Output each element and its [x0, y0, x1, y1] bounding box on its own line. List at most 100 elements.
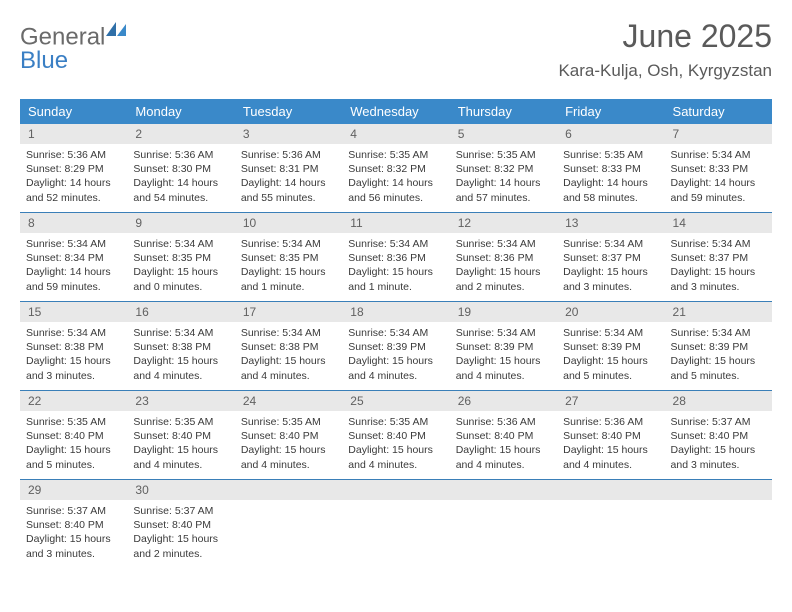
sunrise-line: Sunrise: 5:37 AM: [671, 415, 766, 429]
calendar-week: 29Sunrise: 5:37 AMSunset: 8:40 PMDayligh…: [20, 480, 772, 568]
day-number: 20: [557, 302, 664, 322]
calendar-day: 27Sunrise: 5:36 AMSunset: 8:40 PMDayligh…: [557, 391, 664, 479]
weekday-header: Monday: [127, 99, 234, 124]
daylight-line: Daylight: 15 hours and 4 minutes.: [456, 354, 551, 382]
sunset-line: Sunset: 8:31 PM: [241, 162, 336, 176]
day-number: 14: [665, 213, 772, 233]
sunset-line: Sunset: 8:40 PM: [671, 429, 766, 443]
daylight-line: Daylight: 15 hours and 5 minutes.: [671, 354, 766, 382]
sunrise-line: Sunrise: 5:37 AM: [26, 504, 121, 518]
day-body-empty: [342, 500, 449, 560]
calendar-day: 30Sunrise: 5:37 AMSunset: 8:40 PMDayligh…: [127, 480, 234, 568]
sunrise-line: Sunrise: 5:34 AM: [26, 326, 121, 340]
day-body: Sunrise: 5:34 AMSunset: 8:36 PMDaylight:…: [342, 233, 449, 300]
daylight-line: Daylight: 14 hours and 59 minutes.: [26, 265, 121, 293]
daylight-line: Daylight: 14 hours and 57 minutes.: [456, 176, 551, 204]
day-number: 11: [342, 213, 449, 233]
day-number: 4: [342, 124, 449, 144]
sunset-line: Sunset: 8:32 PM: [456, 162, 551, 176]
calendar-day: 21Sunrise: 5:34 AMSunset: 8:39 PMDayligh…: [665, 302, 772, 390]
day-body: Sunrise: 5:34 AMSunset: 8:34 PMDaylight:…: [20, 233, 127, 300]
day-number: 18: [342, 302, 449, 322]
daylight-line: Daylight: 15 hours and 3 minutes.: [671, 443, 766, 471]
day-body: Sunrise: 5:35 AMSunset: 8:40 PMDaylight:…: [342, 411, 449, 478]
day-body: Sunrise: 5:36 AMSunset: 8:31 PMDaylight:…: [235, 144, 342, 211]
sunset-line: Sunset: 8:36 PM: [348, 251, 443, 265]
day-body: Sunrise: 5:37 AMSunset: 8:40 PMDaylight:…: [665, 411, 772, 478]
sunrise-line: Sunrise: 5:35 AM: [133, 415, 228, 429]
sunrise-line: Sunrise: 5:35 AM: [241, 415, 336, 429]
calendar-day: 9Sunrise: 5:34 AMSunset: 8:35 PMDaylight…: [127, 213, 234, 301]
weekday-header: Saturday: [665, 99, 772, 124]
calendar-day: 16Sunrise: 5:34 AMSunset: 8:38 PMDayligh…: [127, 302, 234, 390]
day-number: 3: [235, 124, 342, 144]
sunrise-line: Sunrise: 5:34 AM: [563, 237, 658, 251]
day-body: Sunrise: 5:34 AMSunset: 8:39 PMDaylight:…: [450, 322, 557, 389]
sunset-line: Sunset: 8:29 PM: [26, 162, 121, 176]
daylight-line: Daylight: 15 hours and 4 minutes.: [241, 354, 336, 382]
sunrise-line: Sunrise: 5:34 AM: [348, 237, 443, 251]
day-number: 12: [450, 213, 557, 233]
calendar-day: 2Sunrise: 5:36 AMSunset: 8:30 PMDaylight…: [127, 124, 234, 212]
day-body: Sunrise: 5:34 AMSunset: 8:38 PMDaylight:…: [20, 322, 127, 389]
daylight-line: Daylight: 15 hours and 3 minutes.: [26, 354, 121, 382]
calendar-day: 19Sunrise: 5:34 AMSunset: 8:39 PMDayligh…: [450, 302, 557, 390]
day-body: Sunrise: 5:34 AMSunset: 8:39 PMDaylight:…: [557, 322, 664, 389]
calendar-day: [450, 480, 557, 568]
sunset-line: Sunset: 8:40 PM: [456, 429, 551, 443]
calendar-day: 22Sunrise: 5:35 AMSunset: 8:40 PMDayligh…: [20, 391, 127, 479]
sunset-line: Sunset: 8:32 PM: [348, 162, 443, 176]
sunset-line: Sunset: 8:38 PM: [133, 340, 228, 354]
sunrise-line: Sunrise: 5:34 AM: [671, 237, 766, 251]
sunrise-line: Sunrise: 5:34 AM: [671, 148, 766, 162]
day-body: Sunrise: 5:35 AMSunset: 8:32 PMDaylight:…: [342, 144, 449, 211]
daylight-line: Daylight: 14 hours and 52 minutes.: [26, 176, 121, 204]
day-body: Sunrise: 5:34 AMSunset: 8:37 PMDaylight:…: [665, 233, 772, 300]
daylight-line: Daylight: 15 hours and 4 minutes.: [348, 443, 443, 471]
daylight-line: Daylight: 15 hours and 3 minutes.: [26, 532, 121, 560]
calendar-day: [557, 480, 664, 568]
sunset-line: Sunset: 8:33 PM: [563, 162, 658, 176]
daylight-line: Daylight: 15 hours and 3 minutes.: [671, 265, 766, 293]
daylight-line: Daylight: 15 hours and 4 minutes.: [563, 443, 658, 471]
day-number: 15: [20, 302, 127, 322]
calendar-day: 23Sunrise: 5:35 AMSunset: 8:40 PMDayligh…: [127, 391, 234, 479]
sunrise-line: Sunrise: 5:34 AM: [563, 326, 658, 340]
calendar-day: 25Sunrise: 5:35 AMSunset: 8:40 PMDayligh…: [342, 391, 449, 479]
day-body: Sunrise: 5:36 AMSunset: 8:30 PMDaylight:…: [127, 144, 234, 211]
day-body: Sunrise: 5:34 AMSunset: 8:39 PMDaylight:…: [665, 322, 772, 389]
calendar-day: 20Sunrise: 5:34 AMSunset: 8:39 PMDayligh…: [557, 302, 664, 390]
calendar-day: 3Sunrise: 5:36 AMSunset: 8:31 PMDaylight…: [235, 124, 342, 212]
daylight-line: Daylight: 15 hours and 4 minutes.: [133, 443, 228, 471]
calendar-day: 17Sunrise: 5:34 AMSunset: 8:38 PMDayligh…: [235, 302, 342, 390]
sunrise-line: Sunrise: 5:36 AM: [133, 148, 228, 162]
day-number-empty: [665, 480, 772, 500]
day-number: 19: [450, 302, 557, 322]
calendar-day: [665, 480, 772, 568]
calendar-day: [235, 480, 342, 568]
weekday-header-row: Sunday Monday Tuesday Wednesday Thursday…: [20, 99, 772, 124]
day-number: 25: [342, 391, 449, 411]
logo: General Blue: [20, 22, 128, 73]
calendar-day: 5Sunrise: 5:35 AMSunset: 8:32 PMDaylight…: [450, 124, 557, 212]
daylight-line: Daylight: 15 hours and 4 minutes.: [348, 354, 443, 382]
day-number: 29: [20, 480, 127, 500]
day-number-empty: [235, 480, 342, 500]
sunrise-line: Sunrise: 5:34 AM: [671, 326, 766, 340]
sunrise-line: Sunrise: 5:35 AM: [26, 415, 121, 429]
daylight-line: Daylight: 15 hours and 5 minutes.: [563, 354, 658, 382]
day-body: Sunrise: 5:34 AMSunset: 8:38 PMDaylight:…: [235, 322, 342, 389]
day-number: 7: [665, 124, 772, 144]
sunset-line: Sunset: 8:39 PM: [563, 340, 658, 354]
sunrise-line: Sunrise: 5:34 AM: [133, 326, 228, 340]
weekday-header: Wednesday: [342, 99, 449, 124]
header: General Blue June 2025 Kara-Kulja, Osh, …: [20, 18, 772, 81]
daylight-line: Daylight: 14 hours and 56 minutes.: [348, 176, 443, 204]
calendar-day: 12Sunrise: 5:34 AMSunset: 8:36 PMDayligh…: [450, 213, 557, 301]
day-number-empty: [450, 480, 557, 500]
calendar-day: 26Sunrise: 5:36 AMSunset: 8:40 PMDayligh…: [450, 391, 557, 479]
daylight-line: Daylight: 15 hours and 2 minutes.: [133, 532, 228, 560]
day-number: 10: [235, 213, 342, 233]
day-body: Sunrise: 5:35 AMSunset: 8:33 PMDaylight:…: [557, 144, 664, 211]
weekday-header: Tuesday: [235, 99, 342, 124]
